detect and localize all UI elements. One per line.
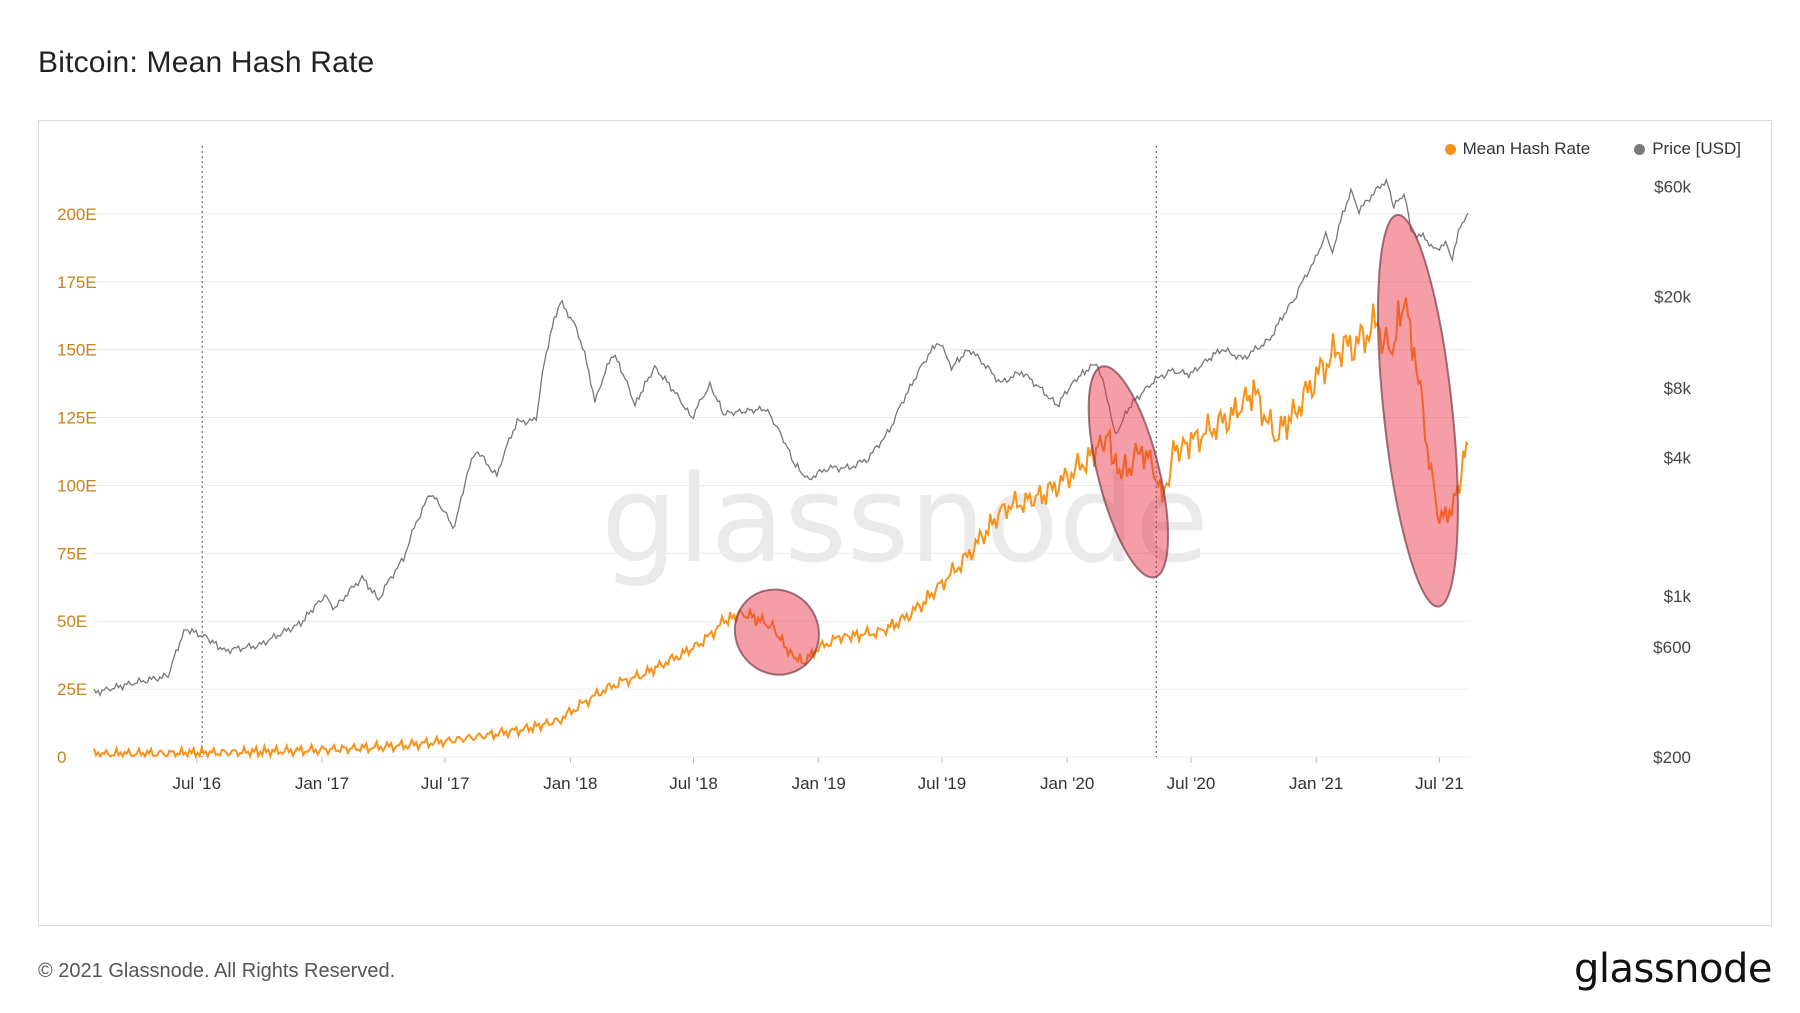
x-tick-1: Jan '17 [295, 774, 349, 793]
legend-label-price: Price [USD] [1652, 139, 1741, 158]
x-tick-6: Jul '19 [918, 774, 967, 793]
footer-copyright: © 2021 Glassnode. All Rights Reserved. [38, 960, 396, 982]
y-left-tick-6: 150E [57, 341, 97, 360]
legend-dot-price [1634, 143, 1646, 155]
x-tick-4: Jul '18 [669, 774, 718, 793]
x-tick-7: Jan '20 [1040, 774, 1094, 793]
x-tick-10: Jul '21 [1415, 774, 1464, 793]
y-right-tick-4: $8k [1664, 379, 1692, 398]
x-tick-0: Jul '16 [172, 774, 221, 793]
x-tick-2: Jul '17 [421, 774, 470, 793]
y-left-tick-0: 0 [57, 748, 66, 767]
legend-item-price[interactable]: Price [USD] [1634, 139, 1741, 159]
legend-label-hash-rate: Mean Hash Rate [1462, 139, 1591, 158]
hash-rate-series-line [93, 297, 1469, 760]
chart-title: Bitcoin: Mean Hash Rate [38, 46, 375, 79]
x-tick-9: Jan '21 [1289, 774, 1343, 793]
legend: Mean Hash Rate Price [USD] [1444, 139, 1741, 159]
x-tick-5: Jan '19 [792, 774, 846, 793]
x-tick-3: Jan '18 [543, 774, 597, 793]
chart-container: glassnode 0 25E 50E 75E 100E 125E 150E 175E 200E… [38, 120, 1772, 926]
y-right-tick-6: $60k [1654, 178, 1691, 197]
y-left-tick-7: 175E [57, 273, 97, 292]
footer-logo[interactable]: glassnode [1573, 946, 1773, 992]
legend-item-hash-rate[interactable]: Mean Hash Rate [1444, 139, 1591, 159]
y-left-tick-4: 100E [57, 476, 97, 495]
y-left-tick-5: 125E [57, 409, 97, 428]
legend-dot-hash-rate [1444, 143, 1456, 155]
highlight-ellipse-0 [733, 588, 820, 676]
y-left-tick-3: 75E [57, 544, 87, 563]
highlight-ellipse-2 [1377, 213, 1459, 608]
y-right-tick-0: $200 [1653, 748, 1691, 767]
y-right-tick-3: $4k [1664, 448, 1692, 467]
y-left-tick-8: 200E [57, 205, 97, 224]
chart-svg: 0 25E 50E 75E 100E 125E 150E 175E 200E $200 $600 $1… [57, 146, 1692, 793]
y-right-tick-2: $1k [1664, 587, 1692, 606]
y-right-tick-5: $20k [1654, 287, 1691, 306]
y-left-tick-2: 50E [57, 612, 87, 631]
x-tick-8: Jul '20 [1167, 774, 1216, 793]
y-left-tick-1: 25E [57, 680, 87, 699]
highlight-ellipse-1 [1087, 365, 1170, 579]
price-series-line [93, 177, 1469, 697]
y-right-tick-1: $600 [1653, 638, 1691, 657]
